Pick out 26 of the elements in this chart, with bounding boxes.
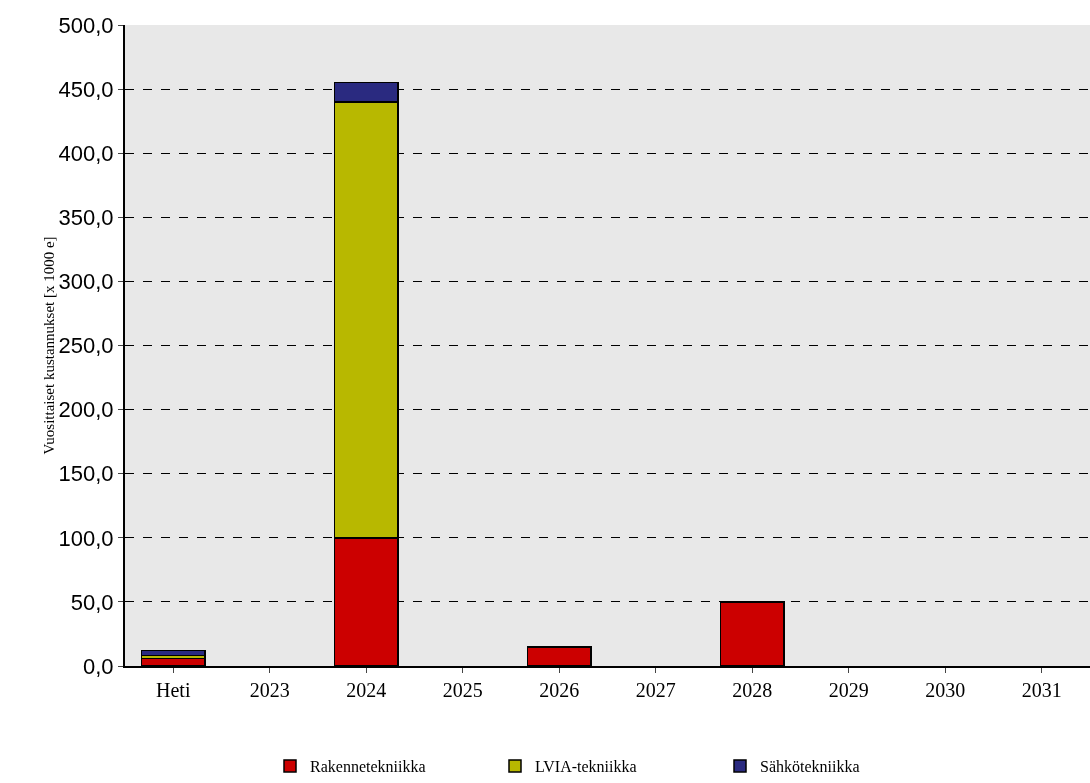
y-tick-label: 250,0 bbox=[58, 333, 114, 359]
y-tick-label: 150,0 bbox=[58, 461, 114, 487]
y-axis-title: Vuosittaiset kustannukset [x 1000 e] bbox=[41, 236, 58, 455]
x-tick-label: 2024 bbox=[346, 679, 387, 701]
x-tick-label: 2031 bbox=[1021, 679, 1062, 701]
x-tick-label: Heti bbox=[156, 679, 191, 701]
x-tick-label: 2027 bbox=[635, 679, 676, 701]
y-tick-label: 50,0 bbox=[70, 589, 114, 615]
x-tick-label: 2029 bbox=[828, 679, 869, 701]
y-tick-label: 300,0 bbox=[58, 269, 114, 295]
y-tick-label: 350,0 bbox=[58, 205, 114, 230]
y-tick-label: 100,0 bbox=[58, 525, 114, 551]
y-tick-label: 450,0 bbox=[58, 76, 114, 102]
x-tick-label: 2026 bbox=[539, 679, 580, 701]
legend-label: Sähkötekniikka bbox=[760, 758, 860, 776]
x-tick-label: 2028 bbox=[732, 679, 773, 701]
y-tick-label: 500,0 bbox=[58, 12, 114, 38]
y-tick-label: 200,0 bbox=[58, 397, 114, 423]
x-tick-label: 2023 bbox=[249, 679, 290, 701]
y-tick-label: 400,0 bbox=[58, 140, 114, 166]
x-tick-label: 2030 bbox=[925, 679, 966, 701]
bar bbox=[140, 649, 206, 657]
legend-label: LVIA-tekniikka bbox=[535, 758, 637, 776]
legend-label: Rakennetekniikka bbox=[310, 758, 426, 776]
y-tick-label: 0,0 bbox=[83, 653, 114, 679]
x-tick-label: 2025 bbox=[442, 679, 483, 701]
